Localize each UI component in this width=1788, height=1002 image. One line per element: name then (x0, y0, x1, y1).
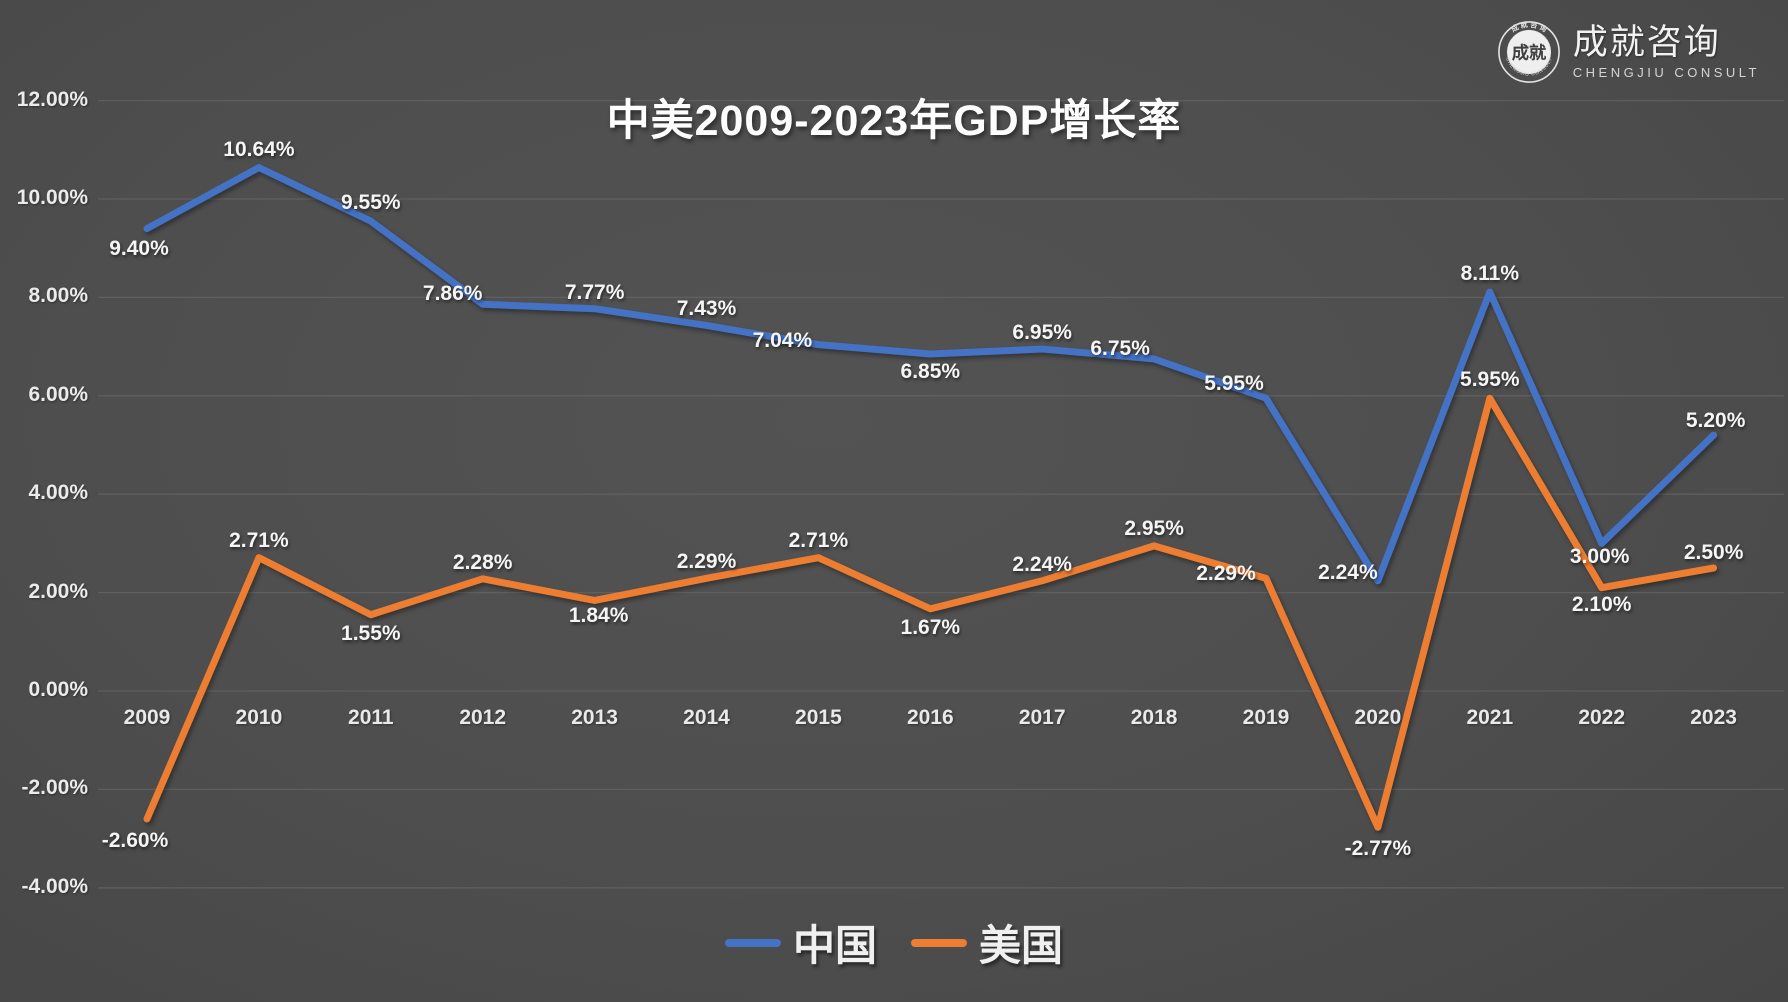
legend-dash-china (724, 938, 781, 947)
data-label-china-2022: 3.00% (1569, 545, 1630, 569)
x-axis-year-label: 2014 (683, 706, 730, 729)
data-label-usa-2022: 2.10% (1571, 592, 1632, 616)
data-label-china-2023: 5.20% (1685, 409, 1746, 433)
legend-label-usa: 美国 (979, 924, 1064, 970)
data-label-usa-2012: 2.28% (452, 550, 513, 574)
data-label-usa-2016: 1.67% (900, 615, 961, 639)
company-name-en: CHENGJIU CONSULT (1572, 64, 1760, 80)
y-axis-tick-label: 10.00% (16, 186, 88, 209)
data-label-usa-2013: 1.84% (568, 604, 629, 628)
data-label-china-2009: 9.40% (109, 236, 169, 260)
series-line-usa (143, 394, 1718, 831)
y-axis-tick-label: -4.00% (21, 874, 88, 898)
x-axis-year-label: 2018 (1130, 706, 1178, 729)
data-label-china-2011: 9.55% (341, 191, 401, 215)
y-axis-tick-label: 6.00% (28, 382, 88, 406)
brand-logo: 成 就 咨 询 CHENGJIU CONSULT 成就 成就咨询 CHENGJI… (1497, 20, 1760, 84)
data-label-usa-2011: 1.55% (341, 621, 401, 645)
data-label-china-2019: 5.95% (1204, 372, 1264, 396)
x-axis-year-label: 2020 (1354, 706, 1402, 729)
series-line-china (143, 164, 1718, 585)
data-label-usa-2015: 2.71% (788, 528, 849, 552)
data-label-usa-2020: -2.77% (1344, 837, 1412, 861)
y-axis-tick-label: 4.00% (28, 481, 88, 505)
data-label-china-2012: 7.86% (422, 282, 483, 306)
x-axis-year-label: 2012 (459, 706, 507, 729)
data-label-usa-2021: 5.95% (1460, 368, 1520, 392)
legend-label-china: 中国 (792, 924, 877, 970)
y-axis-tick-label: 8.00% (28, 284, 88, 308)
y-axis-tick-label: -2.00% (21, 776, 88, 800)
x-axis-year-label: 2016 (906, 706, 954, 729)
x-axis-year-label: 2011 (348, 706, 394, 729)
data-label-usa-2010: 2.71% (229, 528, 289, 552)
y-axis-tick-label: 2.00% (28, 579, 88, 603)
data-label-usa-2009: -2.60% (101, 828, 169, 852)
x-axis-year-label: 2022 (1578, 706, 1626, 729)
chart-title: 中美2009-2023年GDP增长率 (606, 97, 1182, 145)
legend-item-china: 中国 (724, 912, 877, 973)
data-label-usa-2023: 2.50% (1683, 541, 1744, 564)
legend-dash-usa (911, 938, 967, 947)
company-seal-icon: 成 就 咨 询 CHENGJIU CONSULT 成就 (1497, 20, 1560, 83)
y-axis-tick-label: 12.00% (16, 87, 88, 111)
seal-center-glyph: 成就 (1512, 42, 1547, 62)
data-label-china-2017: 6.95% (1012, 321, 1072, 345)
x-axis-year-label: 2019 (1242, 706, 1290, 729)
x-axis-year-label: 2015 (795, 706, 842, 729)
data-label-usa-2018: 2.95% (1124, 516, 1184, 540)
legend-item-usa: 美国 (911, 912, 1063, 973)
data-label-usa-2014: 2.29% (676, 550, 737, 574)
data-label-china-2020: 2.24% (1318, 560, 1378, 584)
x-axis-year-label: 2023 (1690, 706, 1737, 729)
data-label-usa-2017: 2.24% (1012, 552, 1072, 576)
data-label-china-2016: 6.85% (900, 359, 961, 383)
x-axis-year-label: 2021 (1466, 706, 1514, 729)
x-axis-year-label: 2013 (571, 706, 618, 729)
x-axis-year-label: 2009 (123, 706, 171, 729)
x-axis-year-label: 2017 (1018, 706, 1066, 729)
data-label-china-2018: 6.75% (1090, 336, 1150, 360)
data-label-usa-2019: 2.29% (1196, 562, 1256, 586)
chart-legend: 中国 美国 (724, 912, 1063, 973)
data-label-china-2015: 7.04% (752, 328, 813, 352)
data-label-china-2014: 7.43% (676, 297, 737, 321)
x-axis-year-label: 2010 (235, 706, 283, 729)
y-axis-tick-label: 0.00% (28, 678, 88, 701)
data-label-china-2013: 7.77% (564, 280, 625, 304)
data-label-china-2021: 8.11% (1460, 261, 1519, 285)
data-label-china-2010: 10.64% (223, 137, 295, 161)
company-name-cn: 成就咨询 (1572, 22, 1721, 62)
